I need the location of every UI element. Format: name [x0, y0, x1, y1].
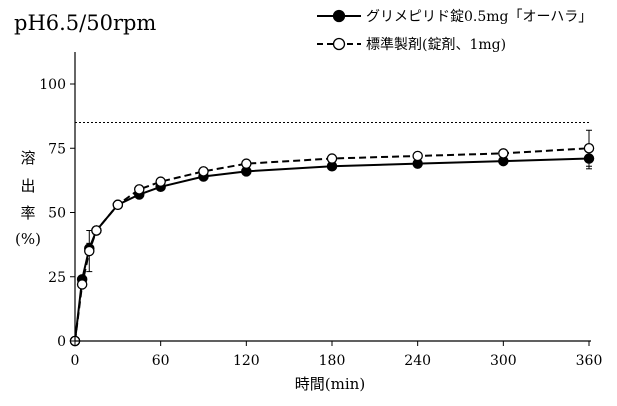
- y-axis-label-char: 溶: [20, 149, 35, 167]
- data-point-series-2: [498, 148, 509, 159]
- y-axis-label-char: 率: [20, 204, 35, 222]
- data-point-series-2: [198, 166, 209, 177]
- y-axis-label-char: 出: [20, 177, 35, 195]
- x-tick-label: 0: [71, 353, 80, 369]
- chart-title: pH6.5/50rpm: [14, 11, 156, 35]
- series-line-2: [74, 147, 590, 342]
- legend: グリメピリド錠0.5mg「オーハラ」標準製剤(錠剤、1mg): [317, 9, 592, 53]
- legend-label-2: 標準製剤(錠剤、1mg): [366, 37, 506, 53]
- x-tick-label: 360: [576, 353, 603, 369]
- data-point-series-2: [133, 184, 145, 195]
- axes: 0 25 50 75 100 0 60 120 180 240 300 360: [39, 52, 602, 369]
- x-tick-label: 300: [490, 353, 517, 369]
- y-axis-label: 溶出率 (%): [15, 149, 41, 248]
- y-tick-label: 0: [57, 334, 66, 350]
- legend-marker-2: [332, 37, 346, 51]
- series-line-1: [74, 157, 590, 342]
- data-point-series-2: [91, 225, 102, 236]
- x-tick-label: 120: [233, 353, 260, 369]
- x-tick-label: 60: [152, 353, 170, 369]
- x-axis-label: 時間(min): [295, 375, 365, 393]
- y-tick-label: 50: [48, 206, 66, 222]
- legend-marker-1: [332, 9, 346, 23]
- x-tick-label: 180: [319, 353, 346, 369]
- y-tick-label: 100: [39, 77, 66, 93]
- data-point-series-2: [241, 158, 252, 169]
- x-tick-label: 240: [404, 353, 431, 369]
- data-point-series-2: [76, 279, 88, 290]
- data-point-series-2: [112, 199, 124, 211]
- data-point-series-1: [583, 153, 595, 164]
- legend-label-1: グリメピリド錠0.5mg「オーハラ」: [366, 9, 592, 25]
- y-tick-label: 25: [48, 270, 66, 286]
- y-axis-label-char: (%): [15, 230, 41, 248]
- data-point-series-2: [412, 150, 423, 162]
- data-point-series-2: [84, 245, 95, 257]
- data-point-series-2: [583, 142, 595, 154]
- data-point-series-2: [155, 176, 166, 187]
- y-tick-label: 75: [48, 141, 66, 157]
- plot-area: [69, 122, 595, 347]
- data-point-series-2: [326, 153, 338, 164]
